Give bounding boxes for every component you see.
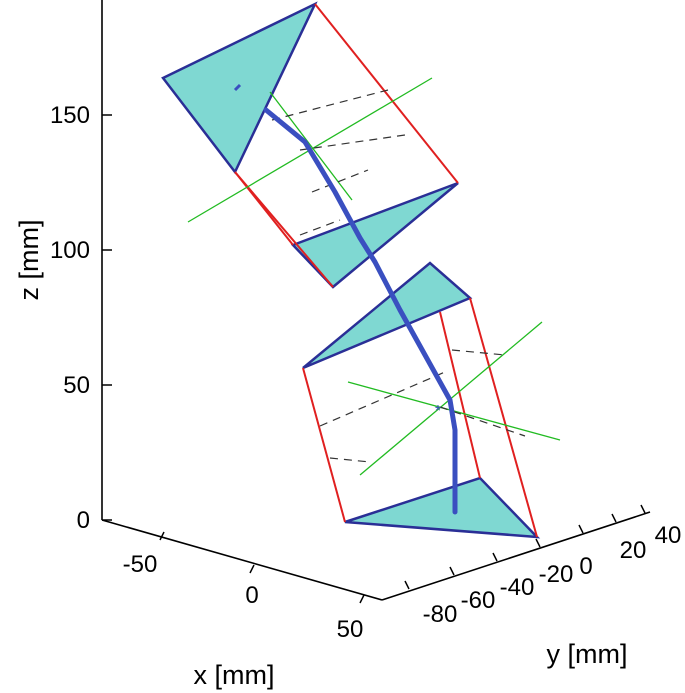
x-tick-label: -50 (123, 551, 158, 578)
z-tick-label: 100 (50, 237, 90, 264)
z-axis-label: z [mm] (14, 220, 44, 301)
lower-bottom-face (344, 476, 541, 539)
x-ticks: -50 0 50 (123, 531, 365, 643)
x-tick-label: 0 (245, 582, 258, 609)
y-tick-mark (611, 513, 617, 523)
y-tick-mark (492, 552, 498, 562)
y-axis-line (381, 511, 651, 601)
lower-prism (302, 261, 561, 539)
x-tick-mark (359, 594, 365, 604)
x-tick-mark (159, 531, 165, 541)
upper-dashed-lines (271, 89, 406, 236)
upper-prism-edges (234, 3, 459, 288)
y-tick-label: -80 (423, 601, 458, 628)
y-tick-label: 20 (620, 537, 647, 564)
y-tick-label: -60 (461, 587, 496, 614)
lower-dashed-lines (319, 349, 526, 463)
x-axis-line (101, 519, 383, 601)
spine-centerline (263, 107, 458, 515)
z-tick-label: 50 (63, 372, 90, 399)
upper-bottom-face (290, 181, 459, 289)
y-ticks: -80-60 -40 -20 0 20 40 (404, 504, 682, 628)
y-tick-mark (535, 538, 541, 548)
y-tick-mark (640, 504, 646, 514)
z-tick-label: 0 (77, 507, 90, 534)
y-tick-label: 40 (655, 522, 682, 549)
z-ticks: 0 50 100 150 (50, 102, 112, 534)
y-tick-label: -40 (500, 574, 535, 601)
origin-star-icon: * (435, 403, 441, 420)
axes-lines (101, 0, 651, 601)
upper-marker (233, 83, 242, 92)
y-tick-mark (578, 524, 584, 534)
y-tick-mark (449, 566, 455, 576)
y-tick-label: -20 (539, 561, 574, 588)
lower-prism-edges (302, 297, 538, 538)
x-tick-label: 50 (337, 616, 364, 643)
lower-top-face (302, 261, 473, 370)
y-axis-label: y [mm] (547, 639, 628, 669)
x-axis-label: x [mm] (194, 660, 275, 690)
y-tick-mark (404, 580, 410, 590)
z-tick-label: 150 (50, 102, 90, 129)
x-tick-mark (249, 564, 255, 574)
upper-prism (161, 1, 459, 289)
y-tick-label: 0 (579, 553, 592, 580)
